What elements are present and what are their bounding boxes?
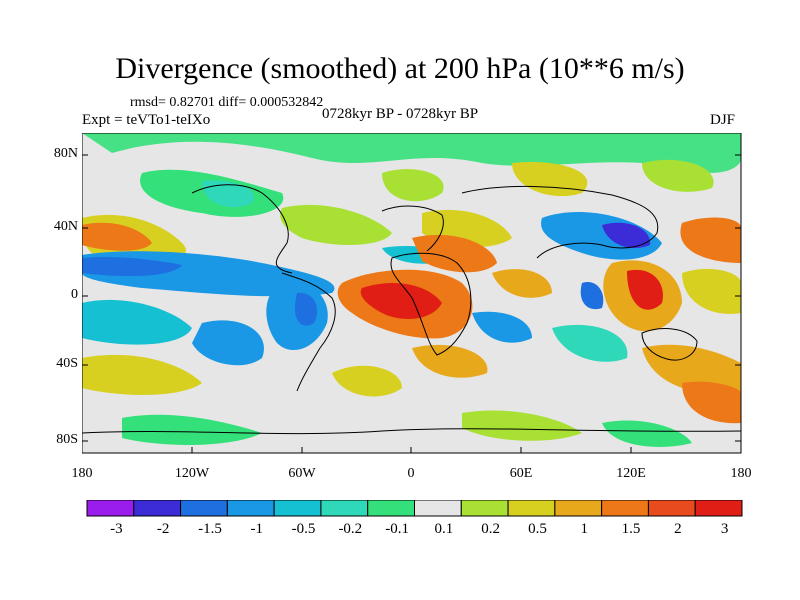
field-region — [472, 311, 532, 343]
colorbar-label: -1.5 — [198, 521, 222, 537]
antarctica-coast — [82, 428, 741, 435]
colorbar-cell — [180, 500, 228, 517]
season-label: DJF — [710, 112, 736, 128]
colorbar-label: 0.5 — [528, 521, 547, 537]
field-region — [82, 299, 192, 345]
field-region — [122, 414, 262, 445]
field-region — [360, 283, 442, 319]
colorbar-cell — [460, 500, 509, 517]
colorbar-cell — [694, 500, 743, 517]
colorbar-cell — [367, 500, 416, 517]
field-region — [552, 324, 628, 362]
period-label: 0728kyr BP - 0728kyr BP — [322, 106, 479, 122]
colorbar-cell — [86, 500, 135, 517]
europe-coast — [381, 205, 444, 252]
y-tick-label: 80N — [53, 146, 78, 161]
field-region — [642, 344, 741, 395]
colorbar-cell — [226, 500, 275, 517]
field-region — [682, 268, 741, 314]
colorbar-label: -2 — [157, 521, 170, 537]
field-region — [202, 180, 254, 208]
y-tick-label: 40N — [53, 219, 78, 234]
colorbar-cell — [273, 500, 322, 517]
x-tick-label: 120W — [174, 466, 210, 481]
colorbar-label: 3 — [721, 521, 729, 537]
x-tick-label: 60E — [509, 466, 533, 481]
field-region — [462, 410, 582, 441]
colorbar-label: -0.2 — [338, 521, 362, 537]
colorbar-label: -3 — [110, 521, 123, 537]
colorbar-label: 2 — [674, 521, 682, 537]
colorbar-label: -0.1 — [385, 521, 409, 537]
field-region — [82, 222, 152, 251]
experiment-label: Expt = teVTo1-teIXo — [82, 112, 211, 128]
colorbar-cell — [507, 500, 556, 517]
field-region — [332, 365, 402, 397]
colorbar-label: 1 — [581, 521, 589, 537]
rmsd-diff-stats: rmsd= 0.82701 diff= 0.000532842 — [130, 95, 324, 110]
y-tick-label: 80S — [56, 432, 78, 447]
map-field — [82, 133, 741, 453]
colorbar-labels: -3 -2 -1.5 -1 -0.5 -0.2 -0.1 0.1 0.2 0.5 1 1.5 2 3 — [110, 521, 728, 537]
colorbar: -3 -2 -1.5 -1 -0.5 -0.2 -0.1 0.1 0.2 0.5 1 1.5 2 3 — [86, 500, 743, 537]
field-region — [82, 256, 182, 277]
colorbar-label: 1.5 — [622, 521, 641, 537]
australia-coast — [641, 328, 698, 361]
field-region — [680, 217, 741, 263]
colorbar-cell — [133, 500, 182, 517]
field-region — [580, 282, 604, 310]
colorbar-label: 0.1 — [435, 521, 454, 537]
colorbar-cell — [320, 500, 369, 517]
y-tick-label: 0 — [71, 287, 78, 302]
field-region — [492, 269, 552, 298]
colorbar-cell — [554, 500, 603, 517]
field-region — [294, 292, 318, 326]
field-region — [627, 269, 663, 310]
y-tick-label: 40S — [56, 356, 78, 371]
coastlines — [82, 184, 741, 435]
field-region — [602, 420, 692, 447]
x-tick-label: 180 — [71, 466, 93, 481]
x-tick-label: 0 — [407, 466, 415, 481]
field-region — [412, 344, 488, 378]
north-america-coast — [191, 184, 293, 274]
field-region — [682, 381, 741, 424]
field-region — [642, 159, 714, 192]
divergence-map — [82, 133, 742, 454]
field-region — [82, 133, 741, 173]
south-america-coast — [281, 272, 336, 392]
colorbar-label: 0.2 — [481, 521, 500, 537]
colorbar-cell — [601, 500, 649, 517]
field-region — [412, 234, 497, 273]
colorbar-cell — [414, 500, 462, 517]
plot-title: Divergence (smoothed) at 200 hPa (10**6 … — [115, 52, 685, 85]
colorbar-label: -1 — [251, 521, 264, 537]
colorbar-cell — [647, 500, 696, 517]
field-region — [382, 169, 444, 202]
x-axis — [82, 447, 742, 453]
field-region — [602, 222, 651, 249]
field-region — [280, 204, 392, 245]
x-tick-label: 180 — [730, 466, 752, 481]
y-axis — [82, 154, 741, 442]
colorbar-label: -0.5 — [292, 521, 316, 537]
x-tick-label: 60W — [288, 466, 316, 481]
asia-coast — [461, 185, 659, 259]
field-region — [82, 354, 202, 395]
field-region — [192, 320, 264, 366]
colorbar-cells — [86, 500, 743, 517]
africa-coast — [390, 252, 472, 356]
field-region — [512, 162, 588, 197]
x-tick-label: 120E — [616, 466, 646, 481]
